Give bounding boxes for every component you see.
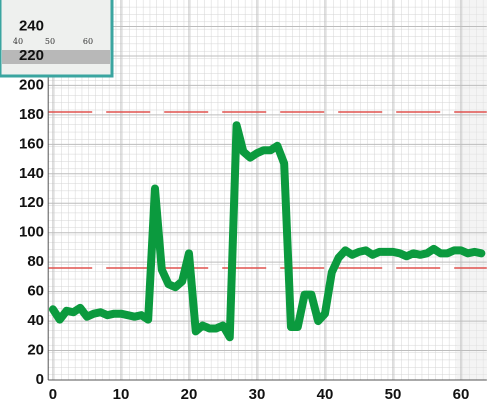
y-tick-label: 240 — [19, 17, 44, 34]
x-tick-label: 50 — [385, 386, 402, 403]
x-tick-label: 40 — [317, 386, 334, 403]
y-tick-label: 20 — [27, 342, 44, 359]
y-tick-label: 40 — [27, 312, 44, 329]
y-tick-label: 160 — [19, 135, 44, 152]
x-tick-label: 0 — [49, 386, 57, 403]
y-tick-label: 0 — [36, 371, 44, 388]
y-tick-label: 80 — [27, 253, 44, 270]
y-tick-label: 200 — [19, 76, 44, 93]
x-tick-label: 20 — [181, 386, 198, 403]
y-tick-label: 140 — [19, 165, 44, 182]
y-tick-label: 120 — [19, 194, 44, 211]
y-tick-label: 220 — [19, 47, 44, 64]
y-tick-label: 100 — [19, 224, 44, 241]
plot-background — [48, 0, 487, 380]
x-tick-label: 30 — [249, 386, 266, 403]
plot-shade — [457, 0, 487, 380]
y-tick-label: 180 — [19, 106, 44, 123]
inset-label: 60 — [83, 37, 93, 46]
y-tick-label: 60 — [27, 283, 44, 300]
chart: 40 50 60 0 20 40 60 80 100 120 140 160 180 200 220 240 0… — [0, 0, 495, 407]
inset-label: 50 — [45, 37, 55, 46]
x-tick-label: 60 — [453, 386, 470, 403]
x-tick-label: 10 — [113, 386, 130, 403]
inset-thumbnail: 40 50 60 — [0, 0, 112, 76]
inset-label: 40 — [13, 37, 23, 46]
